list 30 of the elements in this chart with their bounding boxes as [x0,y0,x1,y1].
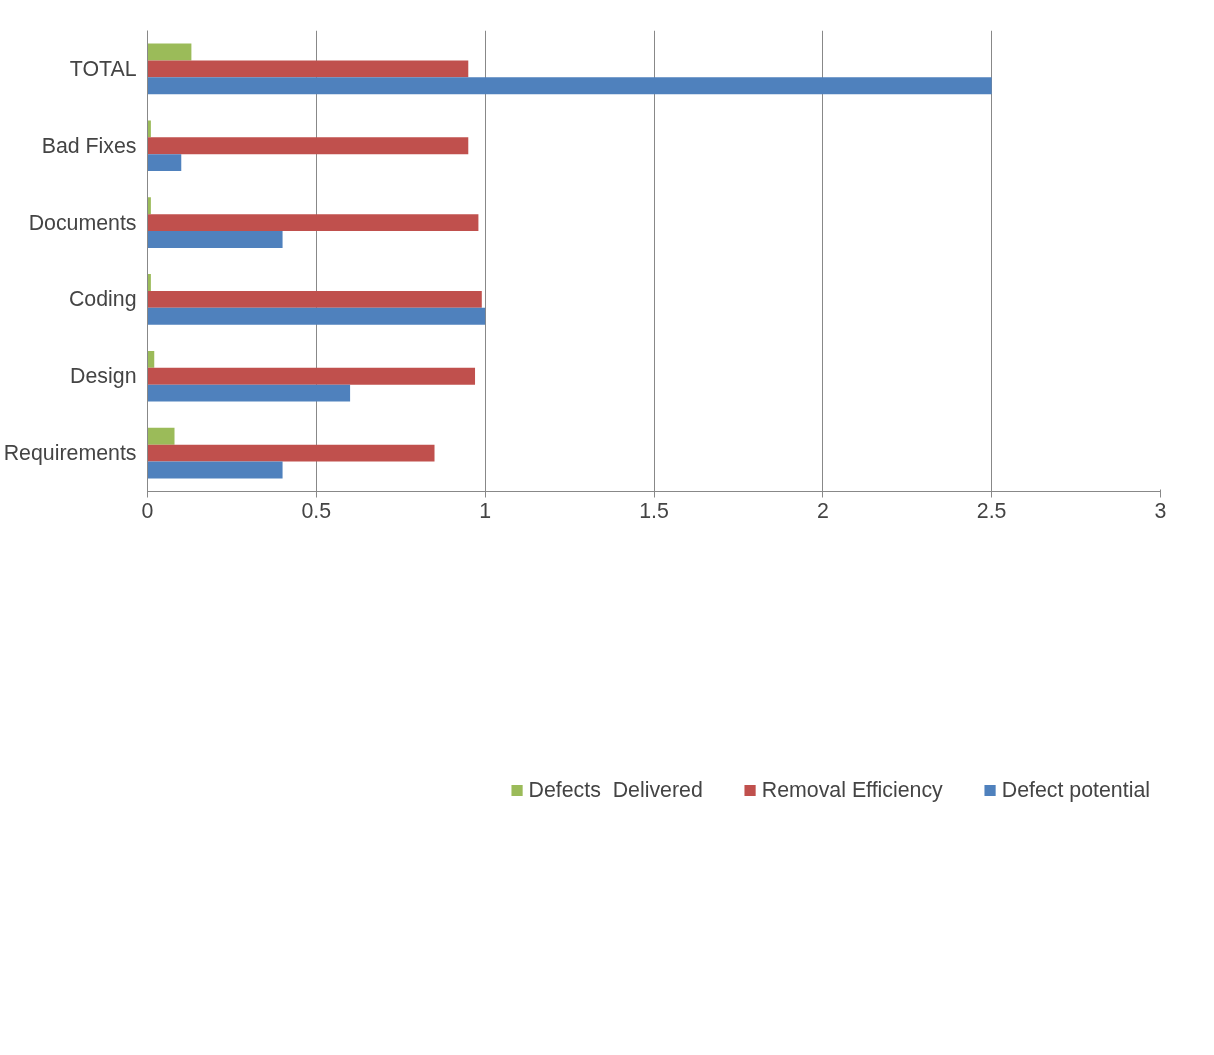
bar [147,367,476,385]
bar [147,154,182,172]
x-tick-label: 0.5 [301,498,332,523]
legend-label: Defect potential [1001,777,1150,803]
bar [147,307,486,325]
y-tick-label: Requirements [3,441,137,466]
bar [147,427,175,445]
x-tick-label: 0 [141,498,154,523]
legend-label: Removal Efficiency [761,777,943,803]
bar [147,444,435,462]
x-tick-label: 3 [1154,498,1167,523]
y-tick-label: Documents [28,210,137,235]
bar [147,290,482,308]
x-tick-label: 1 [479,498,492,523]
y-tick-label: TOTAL [69,56,137,81]
y-tick-label: Coding [68,287,137,312]
y-tick-label: Bad Fixes [41,133,137,158]
y-tick-label: Design [70,364,137,389]
x-tick-label: 1.5 [639,498,669,523]
bar [147,231,283,248]
bar [147,60,469,78]
x-tick-label: 2 [816,498,829,523]
legend-label: Defects Delivered [528,777,703,803]
bar [147,43,192,61]
bar [147,137,469,155]
bar [147,461,283,479]
bar [147,214,479,232]
bar [147,384,351,402]
x-tick-label: 2.5 [976,498,1007,523]
bar [147,77,992,95]
